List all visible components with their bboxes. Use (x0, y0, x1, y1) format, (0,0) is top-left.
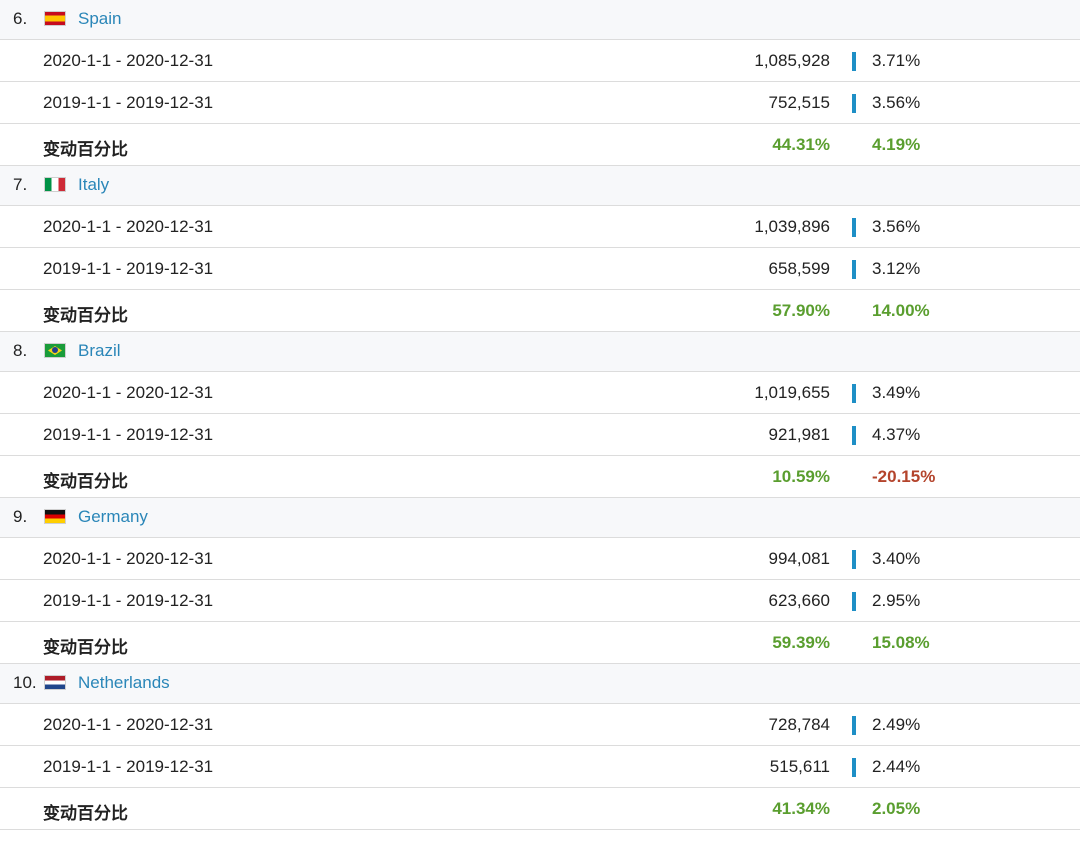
period-label: 2019-1-1 - 2019-12-31 (43, 259, 214, 278)
country-row-brazil[interactable]: 8. Brazil (0, 332, 1080, 372)
country-link-italy[interactable]: Italy (78, 175, 110, 194)
share-value: 2.95% (872, 591, 921, 610)
period-label: 2019-1-1 - 2019-12-31 (43, 425, 214, 444)
share-change: 4.19% (872, 135, 921, 154)
visits-value: 921,981 (768, 425, 830, 444)
spain-flag-icon (44, 11, 66, 26)
visits-value: 1,085,928 (754, 51, 830, 70)
country-link-brazil[interactable]: Brazil (78, 341, 121, 360)
period-row: 2020-1-1 - 2020-12-31 1,085,928 3.71% (0, 40, 1080, 82)
share-value: 2.44% (872, 757, 921, 776)
visits-value: 1,019,655 (754, 383, 830, 402)
share-value: 4.37% (872, 425, 921, 444)
netherlands-flag-icon (44, 675, 66, 690)
country-rank: 8. (13, 341, 28, 360)
period-row: 2019-1-1 - 2019-12-31 515,611 2.44% (0, 746, 1080, 788)
change-row: 变动百分比 41.34% 2.05% (0, 788, 1080, 830)
visits-change: 59.39% (772, 633, 830, 652)
change-row: 变动百分比 59.39% 15.08% (0, 622, 1080, 664)
germany-flag-icon (44, 509, 66, 524)
share-bar-icon (852, 260, 856, 279)
visits-change: 44.31% (772, 135, 830, 154)
share-change: 14.00% (872, 301, 930, 320)
share-bar-icon (852, 94, 856, 113)
change-label: 变动百分比 (43, 804, 128, 823)
visits-value: 658,599 (768, 259, 830, 278)
country-link-spain[interactable]: Spain (78, 9, 122, 28)
change-row: 变动百分比 57.90% 14.00% (0, 290, 1080, 332)
visits-value: 1,039,896 (754, 217, 830, 236)
share-bar-icon (852, 218, 856, 237)
period-row: 2019-1-1 - 2019-12-31 658,599 3.12% (0, 248, 1080, 290)
visits-change: 57.90% (772, 301, 830, 320)
change-label: 变动百分比 (43, 306, 128, 325)
country-rank: 7. (13, 175, 28, 194)
period-row: 2020-1-1 - 2020-12-31 994,081 3.40% (0, 538, 1080, 580)
period-row: 2020-1-1 - 2020-12-31 1,039,896 3.56% (0, 206, 1080, 248)
visits-change: 10.59% (772, 467, 830, 486)
change-row: 变动百分比 44.31% 4.19% (0, 124, 1080, 166)
period-label: 2019-1-1 - 2019-12-31 (43, 757, 214, 776)
country-row-spain[interactable]: 6. Spain (0, 0, 1080, 40)
visits-value: 728,784 (768, 715, 830, 734)
period-label: 2019-1-1 - 2019-12-31 (43, 591, 214, 610)
share-value: 2.49% (872, 715, 921, 734)
share-bar-icon (852, 550, 856, 569)
share-value: 3.56% (872, 93, 921, 112)
country-row-germany[interactable]: 9. Germany (0, 498, 1080, 538)
country-link-germany[interactable]: Germany (78, 507, 148, 526)
share-value: 3.40% (872, 549, 921, 568)
period-label: 2020-1-1 - 2020-12-31 (43, 715, 214, 734)
country-row-italy[interactable]: 7. Italy (0, 166, 1080, 206)
period-label: 2019-1-1 - 2019-12-31 (43, 93, 214, 112)
period-row: 2020-1-1 - 2020-12-31 1,019,655 3.49% (0, 372, 1080, 414)
change-label: 变动百分比 (43, 472, 128, 491)
change-label: 变动百分比 (43, 140, 128, 159)
share-value: 3.49% (872, 383, 921, 402)
visits-value: 994,081 (768, 549, 830, 568)
period-row: 2019-1-1 - 2019-12-31 752,515 3.56% (0, 82, 1080, 124)
share-change: 15.08% (872, 633, 930, 652)
share-change: -20.15% (872, 467, 936, 486)
period-row: 2019-1-1 - 2019-12-31 921,981 4.37% (0, 414, 1080, 456)
period-row: 2020-1-1 - 2020-12-31 728,784 2.49% (0, 704, 1080, 746)
share-change: 2.05% (872, 799, 921, 818)
country-link-netherlands[interactable]: Netherlands (78, 673, 170, 692)
visits-value: 515,611 (769, 757, 830, 776)
share-value: 3.56% (872, 217, 921, 236)
share-value: 3.71% (872, 51, 921, 70)
period-label: 2020-1-1 - 2020-12-31 (43, 51, 214, 70)
share-bar-icon (852, 592, 856, 611)
share-bar-icon (852, 716, 856, 735)
share-bar-icon (852, 426, 856, 445)
period-label: 2020-1-1 - 2020-12-31 (43, 217, 214, 236)
share-value: 3.12% (872, 259, 921, 278)
change-label: 变动百分比 (43, 638, 128, 657)
visits-value: 752,515 (768, 93, 830, 112)
country-rank: 6. (13, 9, 28, 28)
period-label: 2020-1-1 - 2020-12-31 (43, 549, 214, 568)
change-row: 变动百分比 10.59% -20.15% (0, 456, 1080, 498)
share-bar-icon (852, 384, 856, 403)
italy-flag-icon (44, 177, 66, 192)
visits-value: 623,660 (768, 591, 830, 610)
country-rank: 9. (13, 507, 28, 526)
brazil-flag-icon (44, 343, 66, 358)
share-bar-icon (852, 758, 856, 777)
visits-change: 41.34% (772, 799, 830, 818)
period-label: 2020-1-1 - 2020-12-31 (43, 383, 214, 402)
share-bar-icon (852, 52, 856, 71)
period-row: 2019-1-1 - 2019-12-31 623,660 2.95% (0, 580, 1080, 622)
country-row-netherlands[interactable]: 10. Netherlands (0, 664, 1080, 704)
country-rank: 10. (13, 673, 37, 692)
